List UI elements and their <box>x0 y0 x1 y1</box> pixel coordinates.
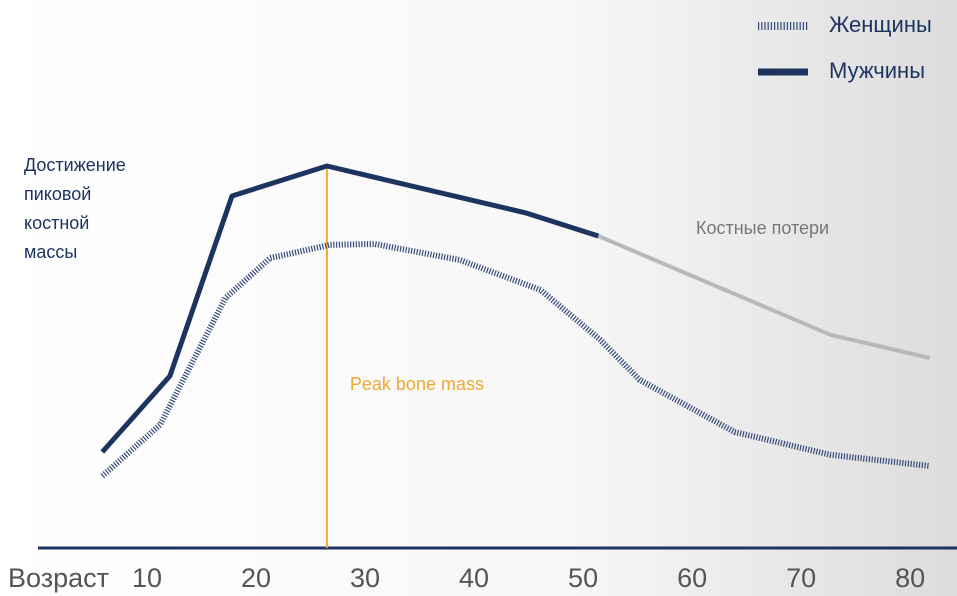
x-tick-label: 50 <box>568 563 598 593</box>
x-tick-label: 60 <box>677 563 707 593</box>
legend-label: Женщины <box>829 12 932 37</box>
x-axis-label: Возраст <box>8 563 109 593</box>
peak-label: Peak bone mass <box>350 374 484 394</box>
x-tick-label: 40 <box>459 563 489 593</box>
x-tick-label: 70 <box>786 563 816 593</box>
series-label: Костные потери <box>696 218 829 238</box>
legend-label: Мужчины <box>829 58 925 83</box>
background <box>0 0 957 596</box>
x-tick-label: 20 <box>241 563 271 593</box>
x-tick-label: 30 <box>350 563 380 593</box>
x-tick-label: 10 <box>132 563 162 593</box>
side-note: пиковой <box>24 184 91 204</box>
x-tick-label: 80 <box>895 563 925 593</box>
chart: Возраст 10 20 30 40 50 60 70 80 Peak bone mass До… <box>0 0 957 596</box>
side-note: костной <box>24 213 89 233</box>
side-note: Достижение <box>24 155 126 175</box>
side-note: массы <box>24 242 77 262</box>
